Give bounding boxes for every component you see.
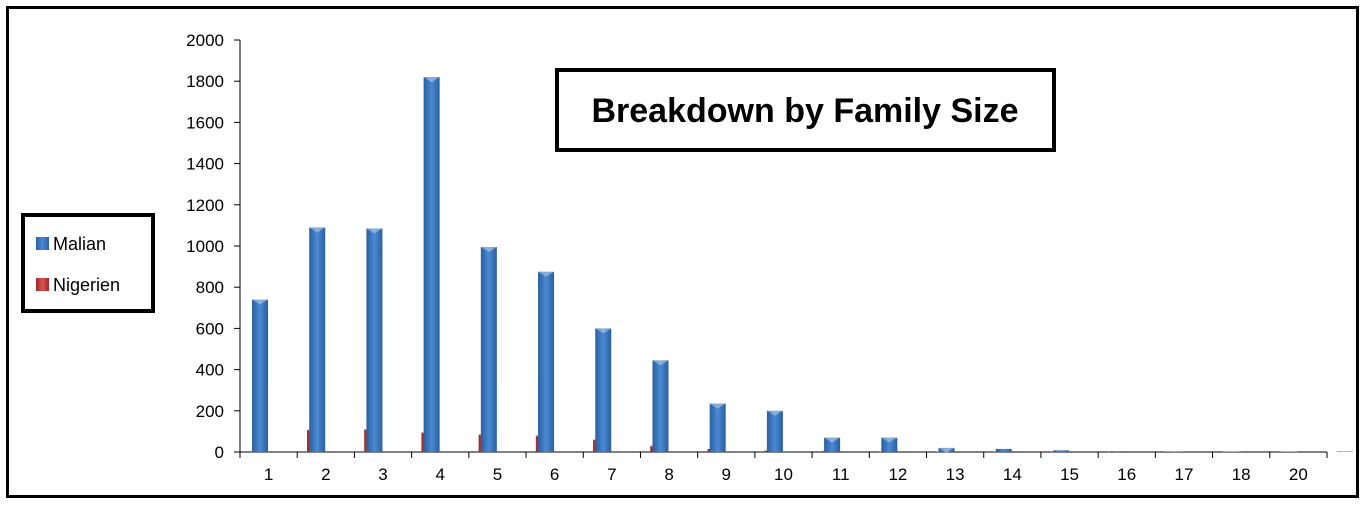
bar-top-malian-6	[538, 271, 555, 277]
x-tick-label-2: 3	[378, 465, 387, 484]
legend-label-malian: Malian	[53, 234, 106, 254]
chart-title: Breakdown by Family Size	[591, 92, 1018, 130]
x-tick-label-17: 18	[1232, 465, 1251, 484]
x-tick-label-7: 8	[664, 465, 673, 484]
y-tick-label-0: 0	[215, 443, 224, 462]
bar-malian-9	[709, 403, 726, 452]
bar-malian-1	[252, 299, 268, 452]
bar-malian-13	[938, 447, 955, 452]
bar-malian-16	[1110, 451, 1127, 452]
y-tick-label-9: 1800	[186, 72, 224, 91]
legend: Malian Nigerien	[21, 213, 155, 313]
bar-top-malian-5	[480, 247, 497, 253]
x-tick-label-15: 16	[1117, 465, 1136, 484]
bar-top-malian-8	[652, 360, 669, 366]
y-tick-label-3: 600	[196, 319, 224, 338]
y-tick-label-4: 800	[196, 278, 224, 297]
x-tick-label-0: 1	[264, 465, 273, 484]
chart-title-box: Breakdown by Family Size	[555, 68, 1056, 152]
x-tick-label-14: 15	[1060, 465, 1079, 484]
bar-top-malian-2	[309, 227, 326, 233]
x-tick-label-10: 11	[832, 465, 850, 484]
legend-swatch-nigerien	[36, 278, 49, 291]
x-tick-label-5: 6	[550, 465, 559, 484]
x-tick-label-6: 7	[607, 465, 616, 484]
bar-malian-2	[309, 227, 326, 452]
bar-malian-17	[1167, 451, 1184, 452]
x-tick-label-13: 14	[1003, 465, 1022, 484]
bar-malian-10	[766, 410, 783, 452]
bar-malian-14	[995, 448, 1012, 452]
x-tick-label-11: 12	[888, 465, 907, 484]
y-tick-label-8: 1600	[186, 113, 224, 132]
bar-top-malian-3	[366, 228, 383, 234]
bar-malian-7	[595, 328, 612, 452]
bar-malian-8	[652, 360, 669, 452]
bar-top-malian-7	[595, 328, 612, 334]
y-tick-label-6: 1200	[186, 196, 224, 215]
y-tick-label-5: 1000	[186, 237, 224, 256]
x-tick-label-8: 9	[722, 465, 731, 484]
bar-malian-12	[881, 437, 898, 452]
bar-malian-5	[480, 247, 497, 452]
bar-malian-4	[423, 77, 440, 452]
legend-item-nigerien: Nigerien	[36, 275, 120, 295]
x-tick-label-1: 2	[321, 465, 330, 484]
bar-malian-11	[824, 437, 841, 452]
bar-nigerien-20	[1336, 451, 1353, 452]
y-tick-label-7: 1400	[186, 155, 224, 174]
x-tick-label-3: 4	[436, 465, 445, 484]
x-tick-label-16: 17	[1175, 465, 1194, 484]
bar-malian-15	[1052, 450, 1069, 452]
bar-malian-3	[366, 228, 383, 452]
x-tick-label-12: 13	[946, 465, 965, 484]
bar-malian-18	[1224, 451, 1241, 452]
y-tick-label-1: 200	[196, 402, 224, 421]
bar-top-malian-1	[252, 299, 268, 305]
bar-top-malian-9	[709, 403, 726, 409]
x-tick-label-18: 20	[1289, 465, 1308, 484]
chart-frame	[6, 6, 1359, 498]
bar-malian-6	[538, 271, 555, 452]
x-tick-label-4: 5	[493, 465, 502, 484]
bar-top-malian-13	[938, 447, 955, 453]
legend-label-nigerien: Nigerien	[53, 275, 120, 295]
x-tick-label-9: 10	[774, 465, 793, 484]
bar-top-malian-10	[766, 410, 783, 416]
bar-top-malian-11	[824, 437, 841, 443]
legend-swatch-malian	[36, 237, 49, 250]
bar-top-malian-12	[881, 437, 898, 443]
y-tick-label-2: 400	[196, 361, 224, 380]
bar-top-malian-4	[423, 77, 440, 83]
bar-malian-20	[1281, 451, 1298, 452]
y-tick-label-10: 2000	[186, 31, 224, 50]
legend-item-malian: Malian	[36, 234, 106, 254]
